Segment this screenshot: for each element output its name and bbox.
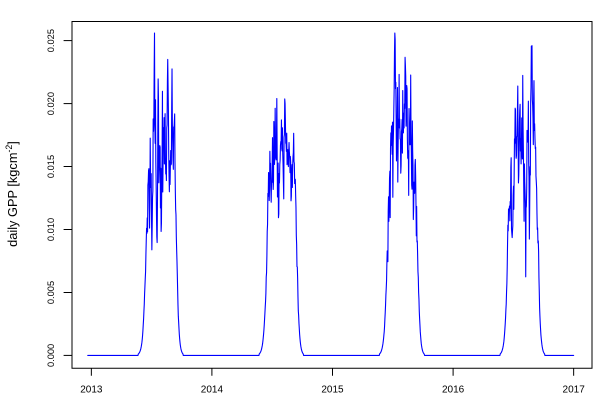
svg-text:2017: 2017: [563, 385, 586, 396]
svg-text:daily GPP [kgcm-2]: daily GPP [kgcm-2]: [4, 141, 20, 247]
svg-text:2016: 2016: [442, 385, 465, 396]
svg-text:0.000: 0.000: [46, 344, 56, 367]
svg-text:2015: 2015: [321, 385, 344, 396]
svg-text:0.015: 0.015: [46, 155, 56, 178]
svg-text:2013: 2013: [80, 385, 103, 396]
svg-text:0.020: 0.020: [46, 92, 56, 115]
svg-text:0.025: 0.025: [46, 29, 56, 52]
svg-text:2014: 2014: [201, 385, 224, 396]
svg-text:0.005: 0.005: [46, 281, 56, 304]
svg-text:0.010: 0.010: [46, 218, 56, 241]
